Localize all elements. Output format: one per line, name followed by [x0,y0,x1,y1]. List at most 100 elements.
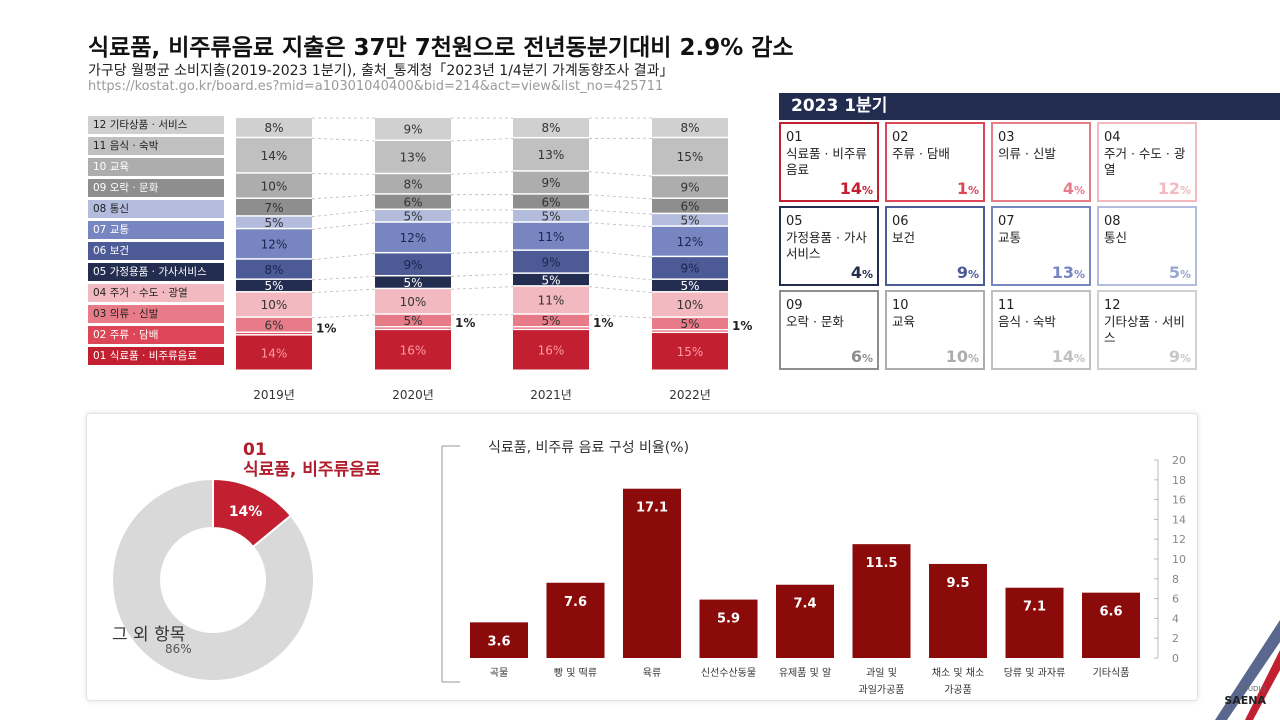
stack-segment [236,173,312,198]
stack-segment-label: 10% [261,179,288,193]
tile-percent: 14% [839,179,873,198]
x-category-label: 당류 및 과자류 [1004,667,1066,679]
bar [776,584,834,658]
stack-segment [652,317,728,330]
tile-percent: 5% [1168,263,1191,282]
stack-segment [513,286,589,314]
bar-value-label: 9.5 [946,576,969,591]
stack-segment [375,276,451,288]
bar [470,622,528,658]
stack-segment [375,210,451,222]
tile-percent-value: 1 [956,179,968,198]
food-composition-bar-chart: 0 2 4 6 8 10 12 14 16 18 20 3.6 곡물 7.6 빵 및 떡류 17.1 육류 5.9… [441,445,1186,695]
tile-percent: 1% [956,179,979,198]
category-tile: 11 음식 · 숙박 14% [991,290,1091,370]
stack-connector [311,173,376,175]
stack-segment-label: 5% [403,276,422,290]
category-tile: 04 주거 · 수도 · 광열 12% [1097,122,1197,202]
stack-segment-label: 16% [400,344,427,358]
stack-segment [236,335,312,370]
stack-connector [311,288,376,293]
tile-name: 통신 [1104,230,1128,245]
category-tile: 12 기타상품 · 서비스 9% [1097,290,1197,370]
stack-connector [588,286,653,293]
stack-segment-label: 7% [264,201,283,215]
stack-segment-label: 11% [538,230,565,244]
donut-chart: 14% [111,477,315,682]
stack-segment [652,333,728,370]
category-tile: 10 교육 10% [885,290,985,370]
stack-segment-label: 1% [732,319,752,333]
y-tick-label: 12 [1172,533,1186,546]
tile-percent-value: 4 [850,263,862,282]
stack-segment [375,327,451,329]
tile-percent: 13% [1051,263,1085,282]
stack-segment-label: 5% [680,279,699,293]
stack-segment-label: 8% [264,121,283,135]
y-tick-label: 8 [1172,573,1179,586]
stack-segment [513,171,589,194]
category-tile: 06 보건 9% [885,206,985,286]
stack-segment [652,118,728,137]
tile-name: 보건 [892,230,916,245]
stack-segment [236,317,312,332]
stack-segment [236,216,312,228]
y-tick-label: 4 [1172,612,1179,625]
studio-mark: STUDIO SAENA [1224,684,1266,706]
stack-segment [513,194,589,209]
stack-segment-label: 1% [593,316,613,330]
tile-percent-value: 14 [1051,347,1074,366]
chart-bracket [441,445,460,683]
source-url[interactable]: https://kostat.go.kr/board.es?mid=a10301… [88,79,664,94]
bar-value-label: 3.6 [487,634,510,649]
bar [852,544,911,658]
stack-segment-label: 8% [680,121,699,135]
tile-number: 11 [998,298,1015,313]
stack-segment [236,292,312,317]
stack-segment [375,289,451,314]
stack-segment [236,138,312,173]
donut-title: 01 식료품, 비주류음료 [243,440,381,480]
bar [546,582,605,658]
donut-slice-label: 14% [229,504,263,520]
legend-item: 04 주거 · 수도 · 광열 [88,284,224,302]
stack-segment [652,214,728,226]
stack-segment-label: 12% [400,231,427,245]
stack-connector [588,273,653,281]
stack-connector [450,138,514,142]
tile-number: 10 [892,298,909,313]
x-category-label: 과일가공품 [859,684,905,695]
stack-segment [652,176,728,198]
legend-item: 12 기타상품 · 서비스 [88,116,224,134]
stack-connector [588,250,653,258]
bar [1005,587,1064,658]
stack-segment-label: 8% [403,177,422,191]
stack-segment [652,226,728,256]
x-category-label: 신선수산동물 [701,667,756,679]
stack-connector [588,194,653,200]
stack-segment [513,138,589,171]
stack-segment-label: 9% [403,123,422,137]
legend-item: 08 통신 [88,200,224,218]
donut-others-label: 그 외 항목 [112,625,186,645]
y-tick-label: 16 [1172,494,1186,507]
stack-segment-label: 12% [677,235,704,249]
stack-segment [652,138,728,175]
stack-segment-label: 6% [264,318,283,332]
stack-segment-label: 5% [680,317,699,331]
tile-percent-value: 5 [1168,263,1180,282]
legend-item: 03 의류 · 신발 [88,305,224,323]
stack-segment-label: 1% [455,316,475,330]
stack-segment-label: 5% [264,216,283,230]
stack-segment-label: 14% [261,346,288,360]
tile-name: 기타상품 · 서비스 [1104,314,1185,345]
stack-connector [450,171,514,175]
stack-segment-label: 5% [403,209,422,223]
bar-value-label: 7.4 [793,597,816,612]
tile-name: 교육 [892,314,916,329]
tile-percent: 12% [1157,179,1191,198]
stack-segment-label: 6% [403,195,422,209]
y-tick-label: 20 [1172,454,1186,467]
studio-mark-top: STUDIO [1239,685,1266,693]
stack-segment-label: 14% [261,149,288,163]
